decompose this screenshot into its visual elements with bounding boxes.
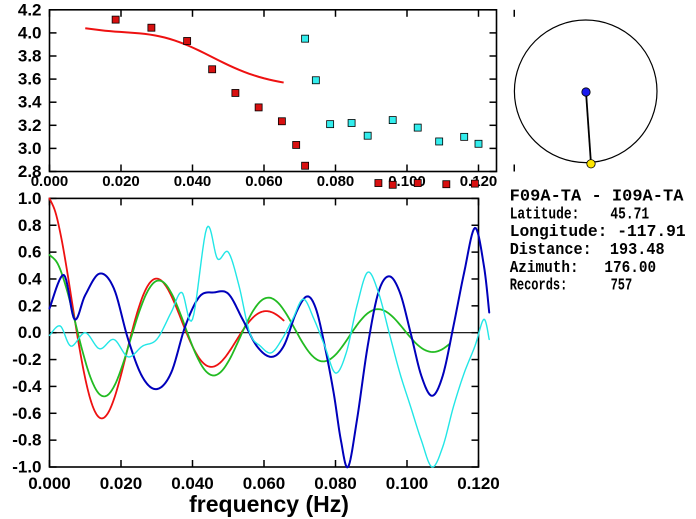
svg-text:3.4: 3.4 <box>18 93 42 112</box>
svg-text:0.4: 0.4 <box>18 269 42 288</box>
svg-text:0.060: 0.060 <box>245 173 283 190</box>
svg-text:F09A-TA - I09A-TA: F09A-TA - I09A-TA <box>510 188 685 207</box>
svg-text:0.020: 0.020 <box>102 173 140 190</box>
svg-text:0.080: 0.080 <box>317 173 355 190</box>
svg-text:0.100: 0.100 <box>386 474 429 493</box>
svg-text:0.0: 0.0 <box>18 323 42 342</box>
svg-text:0.8: 0.8 <box>18 216 42 235</box>
svg-text:0.000: 0.000 <box>31 173 69 190</box>
svg-text:Longitude: -117.91: Longitude: -117.91 <box>510 223 686 242</box>
svg-text:4.2: 4.2 <box>18 0 42 19</box>
svg-text:0.040: 0.040 <box>174 173 212 190</box>
svg-text:-0.6: -0.6 <box>12 404 41 423</box>
svg-text:3.2: 3.2 <box>18 116 42 135</box>
svg-text:0.6: 0.6 <box>18 243 42 262</box>
svg-text:Records: 757: Records: 757 <box>510 277 633 296</box>
svg-text:0.000: 0.000 <box>28 474 71 493</box>
svg-text:Latitude: 45.71: Latitude: 45.71 <box>510 205 649 224</box>
svg-text:Distance: 193.48: Distance: 193.48 <box>510 241 665 260</box>
svg-text:-0.4: -0.4 <box>12 377 42 396</box>
svg-text:-0.2: -0.2 <box>12 350 41 369</box>
svg-text:1.0: 1.0 <box>18 189 42 208</box>
svg-text:3.6: 3.6 <box>18 70 42 89</box>
svg-text:3.0: 3.0 <box>18 139 42 158</box>
svg-text:3.8: 3.8 <box>18 47 42 66</box>
svg-text:0.120: 0.120 <box>457 474 500 493</box>
svg-text:Azimuth: 176.00: Azimuth: 176.00 <box>510 259 656 278</box>
svg-text:4.0: 4.0 <box>18 23 42 42</box>
svg-text:0.2: 0.2 <box>18 296 42 315</box>
svg-text:frequency (Hz): frequency (Hz) <box>189 491 349 517</box>
svg-text:0.020: 0.020 <box>100 474 143 493</box>
svg-text:-0.8: -0.8 <box>12 431 41 450</box>
